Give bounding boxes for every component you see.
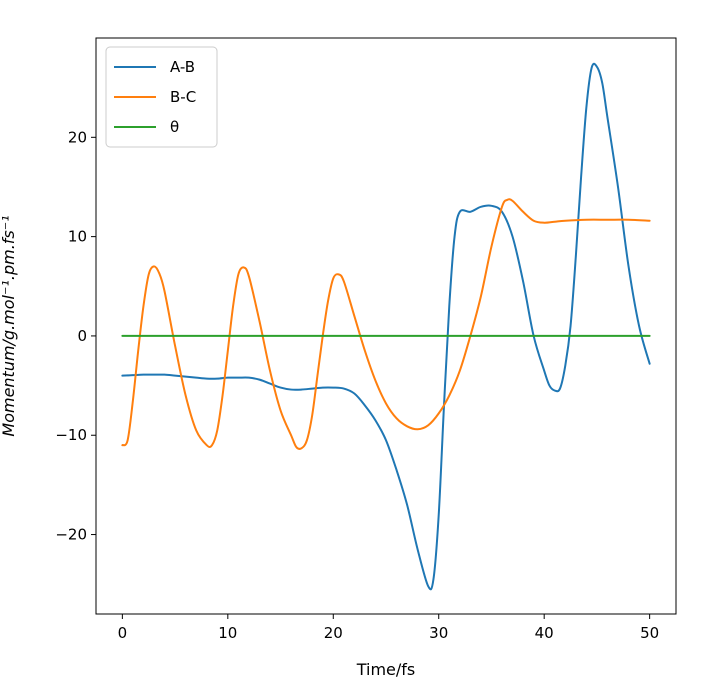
series-line-1 — [121, 62, 651, 591]
y-tick-label: −20 — [55, 526, 87, 544]
y-axis-label: Momentum/g.mol⁻¹.pm.fs⁻¹ — [0, 215, 18, 436]
axes-frame — [95, 37, 677, 615]
x-tick-label: 40 — [535, 624, 554, 642]
y-tick-label: 10 — [68, 228, 87, 246]
x-tick-label: 10 — [218, 624, 237, 642]
y-axis: −20 −10 0 10 20 — [55, 128, 96, 544]
legend-label-1: A-B — [170, 58, 195, 76]
x-tick-label: 50 — [640, 624, 659, 642]
x-axis: 0 10 20 30 40 50 — [118, 614, 659, 642]
y-tick-label: −10 — [55, 426, 87, 444]
y-tick-label: 20 — [68, 128, 87, 146]
x-tick-label: 0 — [118, 624, 128, 642]
legend-box — [105, 46, 218, 148]
x-tick-label: 30 — [429, 624, 448, 642]
x-axis-label: Time/fs — [356, 660, 416, 679]
y-tick-label: 0 — [77, 327, 87, 345]
legend-label-2: B-C — [170, 88, 196, 106]
legend-label-3: θ — [170, 118, 179, 136]
x-tick-label: 20 — [324, 624, 343, 642]
series-layer — [121, 62, 651, 591]
legend: A-B B-C θ — [105, 46, 218, 148]
